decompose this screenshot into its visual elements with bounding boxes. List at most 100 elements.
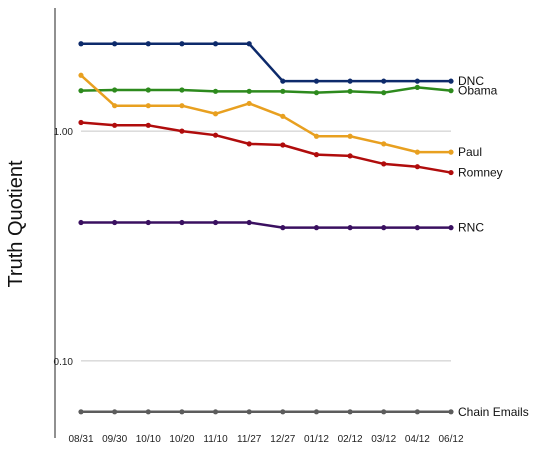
data-point-paul-0: [78, 72, 84, 78]
data-point-dnc-8: [347, 78, 353, 84]
data-point-rnc-6: [280, 225, 286, 231]
data-point-romney-4: [212, 132, 219, 138]
data-point-rnc-4: [212, 219, 219, 226]
x-tick-label-09-30: 09/30: [102, 434, 127, 445]
series-line-paul: [80, 74, 451, 154]
data-point-romney-0: [78, 119, 84, 126]
data-point-obama-10: [414, 84, 420, 90]
data-point-chain-emails-4: [212, 409, 219, 415]
data-point-rnc-3: [179, 219, 185, 226]
data-point-rnc-10: [414, 225, 420, 231]
data-point-romney-2: [145, 122, 151, 128]
series-line-rnc: [81, 221, 451, 229]
data-point-chain-emails-9: [381, 409, 387, 415]
y-tick-label-1.00: 1.00: [54, 127, 74, 138]
data-point-chain-emails-10: [414, 409, 420, 415]
data-point-romney-5: [246, 141, 252, 147]
y-tick-label-0.10: 0.10: [54, 357, 74, 368]
series-line-romney: [80, 121, 452, 174]
data-point-romney-10: [414, 164, 420, 170]
axis-layer: 1.00 0.10 08/31 09/30 10/10 10/20 11/10 11/27 12…: [54, 8, 464, 445]
data-point-dnc-5: [246, 41, 252, 47]
series-label-rnc: RNC: [458, 221, 484, 235]
data-point-paul-3: [179, 103, 185, 109]
data-point-obama-0: [78, 88, 84, 94]
data-point-chain-emails-2: [145, 409, 151, 415]
data-point-paul-11: [448, 149, 454, 155]
data-point-obama-3: [179, 87, 185, 93]
data-point-obama-5: [246, 88, 252, 94]
data-point-dnc-9: [381, 78, 387, 84]
series-label-dnc: DNC: [458, 74, 484, 88]
data-point-chain-emails-3: [179, 409, 185, 415]
data-point-chain-emails-7: [313, 409, 320, 415]
x-tick-label-06-12: 06/12: [438, 434, 463, 445]
data-point-chain-emails-11: [448, 409, 454, 415]
data-point-obama-1: [112, 87, 118, 93]
data-point-obama-9: [381, 90, 387, 96]
x-tick-label-02-12: 02/12: [338, 434, 363, 445]
data-point-paul-10: [414, 149, 420, 155]
series-line-obama: [80, 86, 452, 94]
x-tick-label-03-12: 03/12: [371, 434, 396, 445]
data-point-chain-emails-6: [280, 409, 286, 415]
grid-layer: [81, 130, 451, 362]
x-tick-label-08-31: 08/31: [68, 434, 93, 445]
data-point-dnc-10: [414, 78, 420, 84]
x-tick-label-11-10: 11/10: [203, 434, 228, 445]
data-point-chain-emails-8: [347, 409, 353, 415]
data-point-paul-2: [145, 103, 151, 109]
data-point-dnc-3: [179, 41, 185, 47]
x-tick-label-10-10: 10/10: [136, 434, 161, 445]
data-point-rnc-5: [246, 219, 252, 226]
data-point-paul-5: [246, 100, 252, 107]
data-point-paul-4: [212, 111, 219, 117]
x-tick-label-12-27: 12/27: [270, 434, 295, 445]
series-label-paul: Paul: [458, 145, 482, 159]
data-point-romney-11: [448, 169, 454, 176]
data-point-obama-11: [448, 88, 454, 94]
data-point-dnc-0: [78, 41, 84, 47]
data-point-romney-6: [280, 142, 286, 148]
data-point-romney-9: [381, 161, 387, 167]
data-point-obama-8: [347, 88, 353, 94]
data-point-paul-1: [112, 103, 118, 109]
data-point-paul-7: [313, 133, 320, 139]
data-point-chain-emails-5: [246, 409, 252, 415]
data-point-rnc-7: [313, 225, 320, 231]
data-point-paul-8: [347, 133, 353, 139]
data-point-rnc-11: [448, 225, 454, 231]
data-point-rnc-9: [381, 225, 387, 231]
data-point-rnc-2: [145, 219, 151, 226]
series-label-romney: Romney: [458, 166, 503, 180]
data-point-dnc-6: [280, 78, 286, 84]
data-point-paul-9: [381, 141, 387, 147]
data-point-obama-7: [313, 90, 320, 96]
data-point-romney-3: [179, 128, 185, 134]
series-line-dnc: [81, 42, 451, 83]
data-point-obama-2: [145, 87, 151, 93]
data-point-rnc-8: [347, 225, 353, 231]
x-tick-label-11-27: 11/27: [237, 434, 262, 445]
data-point-romney-7: [313, 152, 320, 158]
data-point-romney-1: [112, 122, 118, 128]
data-point-rnc-1: [112, 219, 118, 226]
series-label-obama: Obama: [458, 84, 498, 98]
data-point-dnc-7: [313, 78, 320, 84]
series-layer: [78, 41, 454, 415]
data-point-chain-emails-1: [112, 409, 118, 415]
x-tick-label-01-12: 01/12: [304, 434, 329, 445]
data-point-dnc-4: [212, 41, 219, 47]
data-point-obama-6: [280, 88, 286, 94]
series-label-chain-emails: Chain Emails: [458, 405, 529, 419]
data-point-dnc-1: [112, 41, 118, 47]
data-point-rnc-0: [78, 219, 84, 226]
data-point-chain-emails-0: [78, 409, 84, 415]
data-point-obama-4: [212, 88, 219, 94]
data-point-paul-6: [280, 113, 286, 119]
x-tick-label-10-20: 10/20: [169, 434, 194, 445]
data-point-romney-8: [347, 153, 353, 159]
